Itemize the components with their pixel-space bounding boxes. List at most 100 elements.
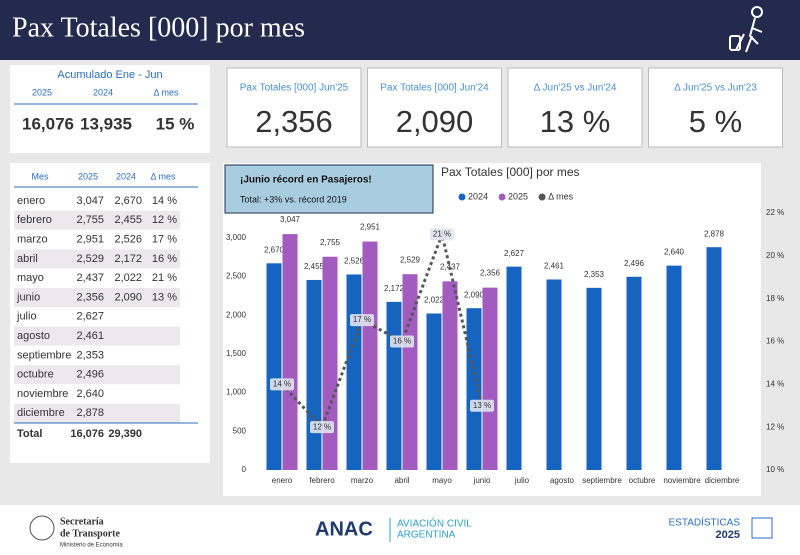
x-tick-label: junio xyxy=(473,476,491,485)
x-tick-label: noviembre xyxy=(663,476,701,485)
table-cell: 2,755 xyxy=(76,214,104,226)
table-cell: 2,356 xyxy=(76,291,104,303)
kpi-card xyxy=(648,67,783,148)
table-total: 29,390 xyxy=(108,428,142,440)
table-cell: 12 % xyxy=(152,214,177,226)
data-label: 2,090 xyxy=(464,290,485,299)
footer-brand: ANAC xyxy=(315,518,373,540)
kpi-label: Δ Jun'25 vs Jun'23 xyxy=(674,83,757,94)
y2-tick-label: 14 % xyxy=(766,379,784,388)
table-total: Total xyxy=(17,428,42,440)
table-cell: septiembre xyxy=(17,349,71,361)
table-cell: 2,172 xyxy=(114,253,142,265)
x-tick-label: febrero xyxy=(309,476,335,485)
table-cell: 13 % xyxy=(152,291,177,303)
kpi-card xyxy=(226,67,362,148)
bar xyxy=(466,308,482,470)
summary-value: 13,935 xyxy=(80,114,132,133)
bar xyxy=(546,279,562,470)
table-header: 2025 xyxy=(78,171,98,181)
row-shade xyxy=(14,288,180,307)
data-label: 21 % xyxy=(433,230,451,239)
footer xyxy=(0,505,800,555)
summary-card xyxy=(10,65,210,153)
data-label: 2,878 xyxy=(704,229,725,238)
traveler-icon xyxy=(729,6,763,53)
y2-tick-label: 16 % xyxy=(766,337,784,346)
table-cell: 2,670 xyxy=(114,195,142,207)
annotation-text: Total: +3% vs. récord 2019 xyxy=(240,194,347,204)
bar xyxy=(506,266,522,470)
table-cell: 2,090 xyxy=(114,291,142,303)
footer-ministry: Ministerio de Economía xyxy=(60,543,123,549)
label-box xyxy=(350,314,374,327)
delta-line xyxy=(280,229,484,430)
label-box xyxy=(270,378,294,391)
kpi-card xyxy=(507,67,643,148)
data-label: 2,353 xyxy=(584,270,605,279)
table-cell: 2,878 xyxy=(76,407,104,419)
kpi-value: 5 % xyxy=(689,104,742,139)
bar xyxy=(666,265,682,470)
y2-tick-label: 20 % xyxy=(766,251,784,260)
row-shade xyxy=(14,210,180,230)
label-box xyxy=(430,228,454,241)
data-label: 2,755 xyxy=(320,238,341,247)
y2-tick-label: 18 % xyxy=(766,294,784,303)
y-tick-label: 2,500 xyxy=(226,272,247,281)
data-label: 13 % xyxy=(473,401,491,410)
bar xyxy=(426,313,442,470)
data-label: 2,627 xyxy=(504,249,525,258)
legend-marker xyxy=(498,193,506,201)
data-label: 2,670 xyxy=(264,245,285,254)
annotation-title: ¡Junio récord en Pasajeros! xyxy=(240,175,372,186)
data-label: 2,356 xyxy=(480,269,501,278)
table-cell: abril xyxy=(17,253,38,265)
table-header: Δ mes xyxy=(150,171,176,181)
table-header: Mes xyxy=(31,171,49,181)
data-label: 2,529 xyxy=(400,255,421,264)
bar xyxy=(586,287,602,470)
bar xyxy=(266,263,282,470)
x-tick-label: julio xyxy=(514,476,530,485)
data-label: 14 % xyxy=(273,379,291,388)
annotation-box xyxy=(224,164,434,214)
y-tick-label: 0 xyxy=(242,465,247,474)
x-tick-label: octubre xyxy=(629,476,656,485)
kpi-value: 2,090 xyxy=(396,104,474,139)
table-cell: mayo xyxy=(17,272,44,284)
kpi-label: Δ Jun'25 vs Jun'24 xyxy=(534,83,617,94)
data-label: 2,172 xyxy=(384,284,405,293)
bar xyxy=(482,287,498,470)
table-cell: 2,353 xyxy=(76,349,104,361)
data-label: 12 % xyxy=(313,422,331,431)
data-label: 2,461 xyxy=(544,262,565,271)
legend-label: 2024 xyxy=(468,191,488,201)
y-tick-label: 2,000 xyxy=(226,310,247,319)
table-cell: octubre xyxy=(17,369,54,381)
summary-value: 16,076 xyxy=(22,114,74,133)
legend-label: 2025 xyxy=(508,191,528,201)
header-bar xyxy=(0,0,800,60)
table-cell: 16 % xyxy=(152,253,177,265)
data-label: 2,455 xyxy=(304,262,325,271)
footer-brand: ARGENTINA xyxy=(397,530,456,541)
table-cell: 2,461 xyxy=(76,330,104,342)
table-cell: diciembre xyxy=(17,407,65,419)
logo xyxy=(29,515,55,541)
row-shade xyxy=(14,403,180,423)
bar xyxy=(386,301,402,470)
data-label: 2,526 xyxy=(344,257,365,266)
kpi-value: 13 % xyxy=(540,104,611,139)
kpi-card xyxy=(367,67,502,148)
footer-year: 2025 xyxy=(716,529,740,541)
table-cell: 3,047 xyxy=(76,195,104,207)
bar xyxy=(706,247,722,470)
table-cell: 2,627 xyxy=(76,311,104,323)
legend-marker xyxy=(538,193,546,201)
x-tick-label: abril xyxy=(394,476,409,485)
label-box xyxy=(310,421,334,434)
y2-tick-label: 22 % xyxy=(766,208,784,217)
summary-header: 2025 xyxy=(32,87,52,97)
